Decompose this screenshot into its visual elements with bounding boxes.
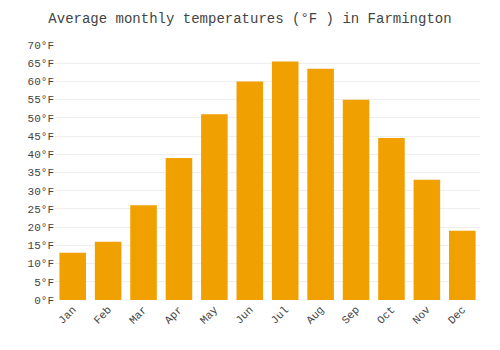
- svg-text:65°F: 65°F: [28, 58, 54, 70]
- svg-text:Dec: Dec: [446, 304, 468, 326]
- svg-text:Nov: Nov: [410, 304, 433, 327]
- svg-text:Aug: Aug: [304, 304, 326, 326]
- svg-text:70°F: 70°F: [28, 40, 54, 52]
- svg-text:60°F: 60°F: [28, 76, 54, 88]
- svg-text:25°F: 25°F: [28, 204, 54, 216]
- svg-text:Oct: Oct: [375, 304, 397, 326]
- svg-text:40°F: 40°F: [28, 149, 54, 161]
- svg-text:Apr: Apr: [162, 304, 184, 326]
- svg-text:30°F: 30°F: [28, 186, 54, 198]
- svg-text:Jun: Jun: [233, 304, 255, 326]
- svg-text:Sep: Sep: [340, 304, 362, 326]
- svg-text:Mar: Mar: [127, 304, 149, 326]
- svg-text:10°F: 10°F: [28, 258, 54, 270]
- svg-text:May: May: [198, 304, 221, 327]
- svg-text:50°F: 50°F: [28, 113, 54, 125]
- svg-text:45°F: 45°F: [28, 131, 54, 143]
- svg-text:20°F: 20°F: [28, 222, 54, 234]
- svg-text:35°F: 35°F: [28, 167, 54, 179]
- svg-text:0°F: 0°F: [34, 295, 54, 307]
- svg-text:55°F: 55°F: [28, 94, 54, 106]
- svg-text:Average monthly temperatures (: Average monthly temperatures (°F ) in Fa…: [48, 11, 451, 27]
- svg-text:Jan: Jan: [56, 304, 78, 326]
- svg-text:Feb: Feb: [92, 304, 114, 326]
- svg-text:5°F: 5°F: [34, 277, 54, 289]
- svg-text:Jul: Jul: [269, 304, 291, 326]
- svg-text:15°F: 15°F: [28, 240, 54, 252]
